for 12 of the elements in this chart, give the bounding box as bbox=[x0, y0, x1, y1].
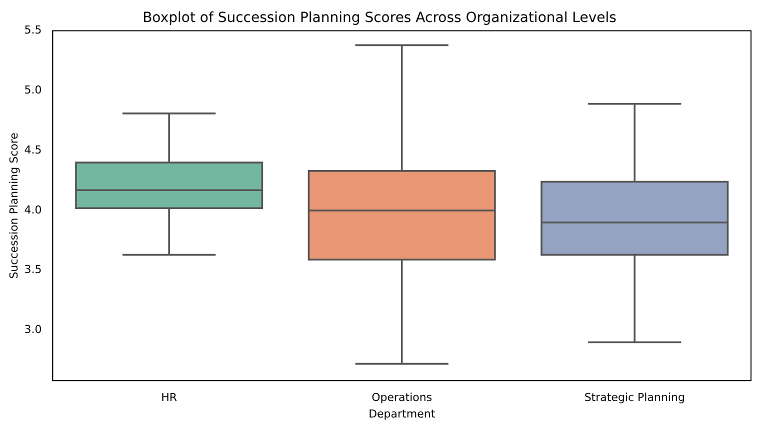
y-tick-label: 3.0 bbox=[24, 323, 42, 336]
chart-title: Boxplot of Succession Planning Scores Across Organizational Levels bbox=[142, 10, 616, 26]
x-tick-label: Operations bbox=[372, 391, 432, 404]
y-axis-title: Succession Planning Score bbox=[7, 132, 20, 279]
y-tick-label: 5.5 bbox=[24, 24, 42, 37]
y-tick-label: 3.5 bbox=[24, 263, 42, 276]
x-tick-label: HR bbox=[161, 391, 178, 404]
x-tick-label: Strategic Planning bbox=[584, 391, 685, 404]
x-axis-title: Department bbox=[368, 407, 436, 420]
y-tick-label: 5.0 bbox=[24, 84, 42, 97]
y-tick-label: 4.5 bbox=[24, 143, 42, 156]
y-tick-label: 4.0 bbox=[24, 203, 42, 216]
